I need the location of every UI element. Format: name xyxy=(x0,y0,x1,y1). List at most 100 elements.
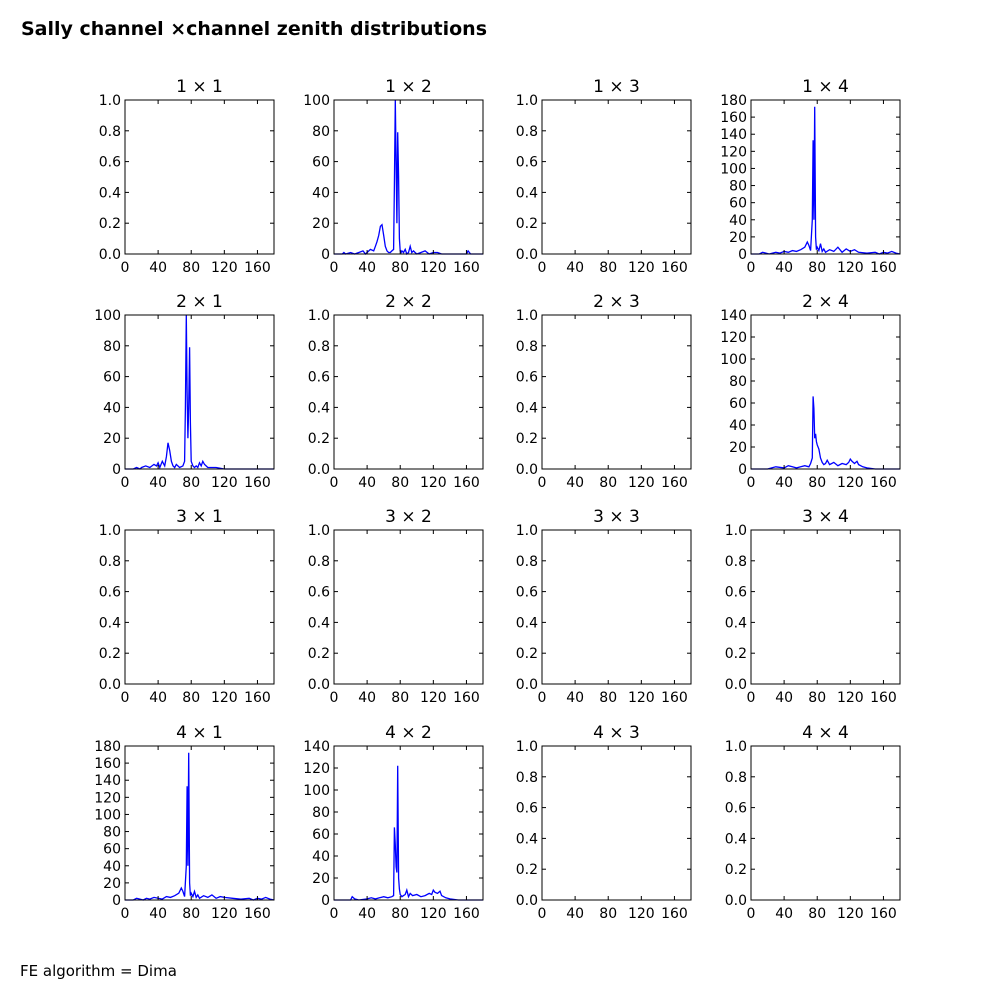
x-tick-label: 40 xyxy=(358,906,376,922)
x-tick-label: 160 xyxy=(453,690,480,706)
y-tick-label: 0.0 xyxy=(725,677,747,693)
y-tick-label: 0.0 xyxy=(308,462,330,478)
y-tick-label: 0.4 xyxy=(725,615,747,631)
x-tick-label: 120 xyxy=(628,475,655,491)
x-tick-label: 0 xyxy=(538,690,547,706)
y-tick-label: 0.8 xyxy=(516,770,538,786)
subplot-2x1: 2 × 1 0 40 80 120 160 0 20 40 60 80 100 xyxy=(94,292,275,491)
x-tick-label: 40 xyxy=(149,475,167,491)
x-tick-label: 0 xyxy=(121,906,130,922)
y-tick-label: 0 xyxy=(738,462,747,478)
data-series-line xyxy=(751,106,901,255)
subplot-title: 3 × 1 xyxy=(176,507,223,527)
subplot-title: 3 × 3 xyxy=(593,507,640,527)
y-tick-label: 1.0 xyxy=(308,308,330,324)
x-tick-label: 120 xyxy=(211,475,238,491)
x-tick-label: 160 xyxy=(453,475,480,491)
y-tick-label: 0.6 xyxy=(516,801,538,817)
y-tick-label: 0.4 xyxy=(516,400,538,416)
x-tick-label: 80 xyxy=(182,475,200,491)
subplot-4x3: 4 × 3 0 40 80 120 160 0.0 0.2 0.4 0.6 0.8 1.0 xyxy=(516,723,692,922)
y-tick-label: 80 xyxy=(312,805,330,821)
y-tick-label: 0.0 xyxy=(99,247,121,263)
data-series-line xyxy=(334,99,483,256)
x-tick-label: 0 xyxy=(538,475,547,491)
subplot-title: 1 × 3 xyxy=(593,77,640,97)
axes-frame xyxy=(124,99,275,255)
y-tick-label: 0.8 xyxy=(308,554,330,570)
subplot-title: 4 × 4 xyxy=(802,723,849,743)
y-tick-label: 0 xyxy=(112,462,121,478)
y-tick-label: 0.8 xyxy=(99,124,121,140)
x-tick-label: 120 xyxy=(420,690,447,706)
subplot-title: 1 × 2 xyxy=(385,77,432,97)
y-tick-label: 60 xyxy=(312,155,330,171)
subplot-title: 3 × 4 xyxy=(802,507,849,527)
y-tick-label: 120 xyxy=(94,790,121,806)
x-tick-label: 80 xyxy=(391,260,409,276)
y-tick-label: 0.0 xyxy=(516,462,538,478)
x-tick-label: 160 xyxy=(244,475,271,491)
x-tick-label: 40 xyxy=(358,260,376,276)
y-tick-label: 120 xyxy=(720,144,747,160)
y-tick-label: 60 xyxy=(729,396,747,412)
x-tick-label: 40 xyxy=(566,690,584,706)
y-tick-label: 1.0 xyxy=(308,523,330,539)
x-tick-label: 0 xyxy=(330,260,339,276)
y-tick-label: 100 xyxy=(303,783,330,799)
x-tick-label: 40 xyxy=(149,260,167,276)
y-tick-label: 140 xyxy=(720,127,747,143)
y-tick-label: 60 xyxy=(103,842,121,858)
x-tick-label: 160 xyxy=(870,690,897,706)
subplot-3x2: 3 × 2 0 40 80 120 160 0.0 0.2 0.4 0.6 0.8 1.0 xyxy=(308,507,484,706)
y-tick-label: 0.2 xyxy=(725,862,747,878)
y-tick-label: 20 xyxy=(729,440,747,456)
y-tick-label: 80 xyxy=(729,179,747,195)
axes-frame xyxy=(750,314,901,470)
figure-title: Sally channel ×channel zenith distributi… xyxy=(21,18,488,40)
axes-frame xyxy=(333,99,484,255)
y-tick-label: 1.0 xyxy=(516,739,538,755)
y-tick-label: 1.0 xyxy=(725,523,747,539)
x-tick-label: 0 xyxy=(330,475,339,491)
y-tick-label: 0.4 xyxy=(516,831,538,847)
x-tick-label: 40 xyxy=(775,475,793,491)
y-tick-label: 0.6 xyxy=(308,370,330,386)
x-tick-label: 160 xyxy=(244,690,271,706)
subplot-4x2: 4 × 2 0 40 80 120 160 0 20 40 60 80 100 120 140 xyxy=(303,723,484,922)
y-tick-label: 160 xyxy=(94,756,121,772)
y-tick-label: 0.4 xyxy=(99,615,121,631)
y-tick-label: 1.0 xyxy=(99,523,121,539)
y-tick-label: 40 xyxy=(729,418,747,434)
x-tick-label: 40 xyxy=(149,690,167,706)
y-tick-label: 60 xyxy=(729,196,747,212)
y-tick-label: 80 xyxy=(729,374,747,390)
subplot-2x4: 2 × 4 0 40 80 120 160 0 20 40 60 80 100 120 140 xyxy=(720,292,901,491)
y-tick-label: 0.2 xyxy=(308,646,330,662)
axes-frame xyxy=(541,745,692,901)
subplot-2x2: 2 × 2 0 40 80 120 160 0.0 0.2 0.4 0.6 0.8 1.0 xyxy=(308,292,484,491)
y-tick-label: 0.0 xyxy=(308,677,330,693)
y-tick-label: 0.6 xyxy=(516,585,538,601)
x-tick-label: 40 xyxy=(358,475,376,491)
data-series-line xyxy=(751,396,900,470)
y-tick-label: 0 xyxy=(321,893,330,909)
x-tick-label: 0 xyxy=(747,906,756,922)
x-tick-label: 80 xyxy=(808,690,826,706)
x-tick-label: 40 xyxy=(149,906,167,922)
y-tick-label: 0.6 xyxy=(516,155,538,171)
x-tick-label: 160 xyxy=(661,690,688,706)
y-tick-label: 120 xyxy=(303,761,330,777)
x-tick-label: 40 xyxy=(566,906,584,922)
y-tick-label: 0.8 xyxy=(99,554,121,570)
y-tick-label: 1.0 xyxy=(516,523,538,539)
y-tick-label: 0.2 xyxy=(516,862,538,878)
x-tick-label: 160 xyxy=(453,260,480,276)
subplot-title: 2 × 2 xyxy=(385,292,432,312)
x-tick-label: 80 xyxy=(599,260,617,276)
y-tick-label: 100 xyxy=(303,93,330,109)
subplot-title: 4 × 3 xyxy=(593,723,640,743)
x-tick-label: 80 xyxy=(182,690,200,706)
